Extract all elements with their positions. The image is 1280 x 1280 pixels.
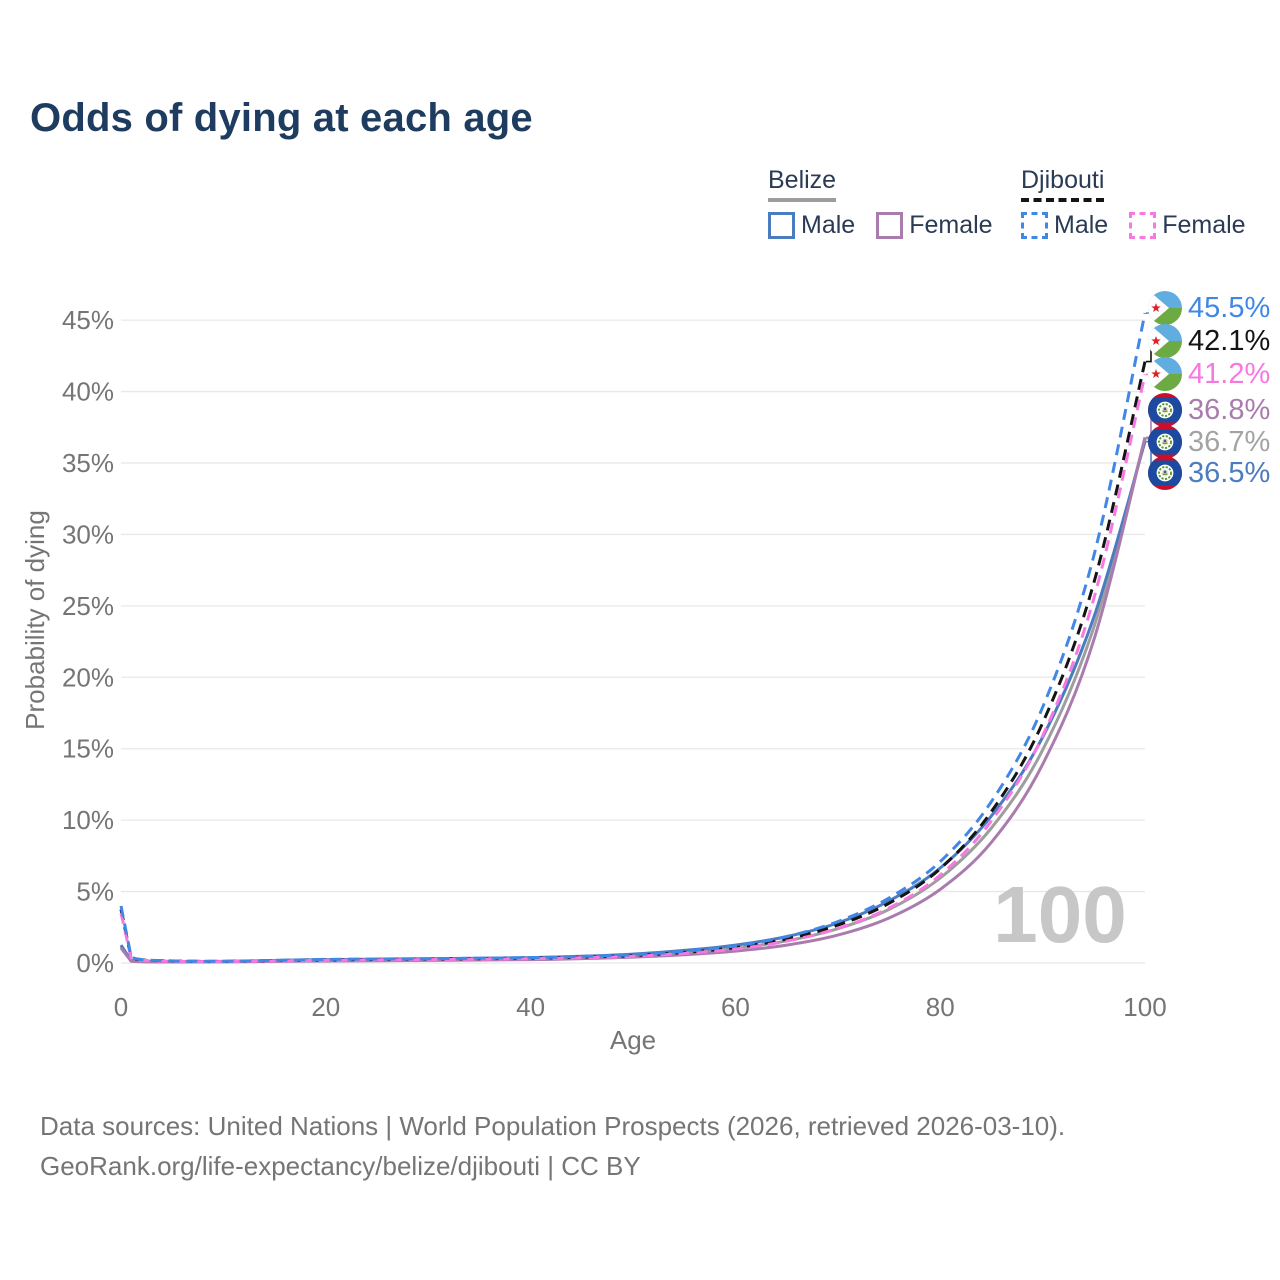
y-tick-label-20: 20%	[62, 662, 114, 692]
legend-group-belize: Belize Male Female	[768, 166, 993, 240]
y-tick-label-40: 40%	[62, 377, 114, 407]
end-label-belize-male[interactable]: 36.5%	[1148, 456, 1270, 490]
y-tick-label-45: 45%	[62, 305, 114, 335]
legend-country-djibouti[interactable]: Djibouti	[1021, 166, 1105, 202]
x-axis-title: Age	[610, 1025, 656, 1055]
belize-flag-icon	[1148, 456, 1182, 490]
hover-age-watermark: 100	[993, 870, 1126, 959]
end-label-value: 36.8%	[1188, 393, 1271, 426]
belize-flag-icon	[1148, 393, 1182, 427]
end-label-djibouti-male[interactable]: 45.5%	[1148, 291, 1270, 325]
series-line-belize-both-sexes[interactable]	[119, 438, 1147, 964]
footer-sources-line: Data sources: United Nations | World Pop…	[40, 1111, 1066, 1141]
end-label-value: 36.7%	[1188, 425, 1271, 458]
djibouti-flag-icon	[1148, 324, 1182, 358]
end-label-value: 45.5%	[1188, 291, 1271, 324]
series-line-djibouti-both-sexes[interactable]	[119, 361, 1147, 963]
y-tick-label-15: 15%	[62, 734, 114, 764]
legend-label-belize-female[interactable]: Female	[909, 211, 993, 239]
x-tick-label-40: 40	[516, 992, 545, 1022]
legend-label-djibouti-female[interactable]: Female	[1162, 211, 1246, 239]
legend-country-belize[interactable]: Belize	[768, 166, 837, 202]
end-label-value: 41.2%	[1188, 357, 1271, 390]
y-tick-label-35: 35%	[62, 448, 114, 478]
x-tick-label-60: 60	[721, 992, 750, 1022]
end-label-value: 36.5%	[1188, 456, 1271, 489]
legend-label-belize-male[interactable]: Male	[801, 211, 856, 239]
djibouti-flag-icon	[1148, 291, 1182, 325]
y-tick-label-5: 5%	[76, 877, 114, 907]
legend-swatch-belize-male[interactable]	[768, 212, 795, 239]
legend-group-djibouti: Djibouti Male Female	[1021, 166, 1246, 240]
y-tick-label-25: 25%	[62, 591, 114, 621]
legend-swatch-belize-female[interactable]	[876, 212, 904, 239]
y-tick-label-0: 0%	[76, 948, 114, 978]
x-tick-label-20: 20	[311, 992, 340, 1022]
legend-swatch-djibouti-male[interactable]	[1021, 212, 1048, 239]
x-tick-label-80: 80	[926, 992, 955, 1022]
x-tick-label-100: 100	[1123, 992, 1166, 1022]
end-label-belize-both-sexes[interactable]: 36.7%	[1148, 425, 1270, 459]
y-axis-title: Probability of dying	[20, 510, 50, 730]
end-label-djibouti-female[interactable]: 41.2%	[1148, 357, 1270, 391]
series-line-belize-female[interactable]	[119, 436, 1147, 964]
belize-flag-icon	[1148, 425, 1182, 459]
legend-label-djibouti-male[interactable]: Male	[1054, 211, 1109, 239]
series-line-belize-male[interactable]	[119, 441, 1147, 964]
footer-attribution-line: GeoRank.org/life-expectancy/belize/djibo…	[40, 1151, 641, 1181]
y-tick-label-30: 30%	[62, 519, 114, 549]
y-tick-label-10: 10%	[62, 805, 114, 835]
djibouti-flag-icon	[1148, 357, 1182, 391]
end-label-belize-female[interactable]: 36.8%	[1148, 393, 1270, 427]
footer: Data sources: United Nations | World Pop…	[40, 1106, 1065, 1186]
page-title: Odds of dying at each age	[30, 96, 533, 140]
end-label-value: 42.1%	[1188, 324, 1271, 357]
legend-swatch-djibouti-female[interactable]	[1129, 212, 1157, 239]
end-label-djibouti-both-sexes[interactable]: 42.1%	[1148, 324, 1270, 358]
series-line-djibouti-male[interactable]	[119, 312, 1147, 963]
x-tick-label-0: 0	[114, 992, 128, 1022]
